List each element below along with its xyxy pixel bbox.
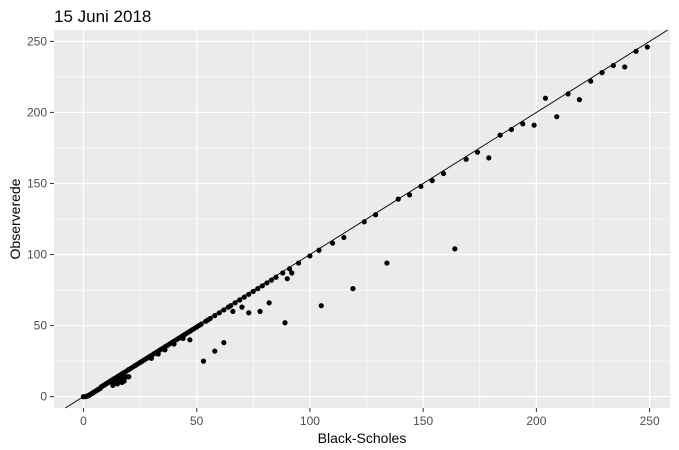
data-point	[259, 283, 265, 289]
data-point	[542, 95, 549, 101]
data-point	[329, 240, 336, 246]
chart-title: 15 Juni 2018	[54, 7, 151, 26]
data-point	[644, 44, 650, 50]
data-point	[286, 266, 293, 272]
data-point	[110, 382, 116, 388]
y-tick-label: 250	[27, 34, 47, 48]
data-point	[230, 308, 236, 314]
data-point	[207, 315, 213, 322]
data-point	[216, 310, 222, 316]
data-point	[429, 178, 435, 184]
y-tick-label: 0	[40, 390, 47, 404]
data-point	[200, 358, 207, 364]
data-point	[221, 307, 227, 313]
data-point	[599, 70, 605, 76]
y-axis-ticks: 0 50 100 150 200 250	[27, 34, 54, 404]
x-tick-label: 0	[80, 414, 87, 428]
data-point	[440, 170, 447, 177]
x-axis-ticks: 0 50 100 150 200 250	[80, 408, 660, 428]
data-point	[384, 260, 390, 266]
data-point	[250, 288, 256, 295]
data-point	[372, 212, 379, 218]
data-point	[268, 277, 275, 283]
x-tick-label: 150	[413, 414, 433, 428]
data-point	[633, 48, 639, 54]
data-point	[452, 246, 458, 252]
data-point	[520, 121, 526, 127]
x-tick-label: 250	[640, 414, 660, 428]
data-point	[418, 183, 424, 189]
data-point	[361, 219, 367, 225]
data-point	[341, 234, 347, 241]
data-point	[474, 149, 481, 155]
data-point	[554, 114, 560, 120]
y-tick-label: 200	[27, 105, 47, 119]
data-point	[588, 78, 594, 84]
major-grid	[54, 30, 670, 408]
data-point	[316, 247, 322, 253]
data-point	[531, 122, 537, 128]
data-point	[282, 320, 288, 326]
data-point	[280, 270, 286, 276]
x-tick-label: 100	[300, 414, 320, 428]
data-points	[80, 44, 650, 400]
data-point	[212, 348, 218, 354]
data-point	[565, 91, 571, 97]
data-point	[307, 253, 313, 259]
y-axis-label: Observerede	[7, 178, 23, 259]
data-point	[257, 308, 263, 314]
data-point	[162, 347, 168, 353]
data-point	[622, 64, 628, 70]
data-point	[395, 196, 401, 202]
data-point	[232, 300, 238, 306]
x-axis-label: Black-Scholes	[318, 430, 407, 446]
data-point	[318, 303, 324, 309]
data-point	[508, 126, 515, 133]
y-tick-label: 100	[27, 248, 47, 262]
data-point	[148, 355, 154, 361]
data-point	[237, 297, 243, 303]
data-point	[171, 341, 177, 347]
data-point	[198, 321, 204, 327]
data-point	[228, 303, 234, 309]
y-tick-label: 50	[34, 319, 48, 333]
data-point	[463, 156, 469, 162]
data-point	[486, 155, 492, 161]
data-point	[180, 335, 186, 341]
data-point	[295, 260, 302, 266]
data-point	[187, 337, 193, 343]
x-tick-label: 50	[190, 414, 204, 428]
data-point	[121, 378, 127, 384]
data-point	[246, 291, 252, 297]
data-point	[264, 280, 270, 286]
data-point	[126, 374, 132, 380]
data-point	[155, 351, 161, 357]
data-point	[406, 192, 413, 198]
data-point	[246, 310, 252, 316]
x-tick-label: 200	[526, 414, 546, 428]
data-point	[497, 132, 503, 138]
data-point	[284, 276, 290, 282]
data-point	[289, 270, 295, 276]
data-point	[266, 300, 272, 306]
data-point	[221, 340, 227, 346]
data-point	[114, 381, 121, 387]
data-point	[610, 62, 616, 69]
data-point	[350, 286, 356, 292]
y-tick-label: 150	[27, 176, 47, 190]
data-point	[576, 97, 583, 103]
data-point	[273, 274, 279, 280]
data-point	[239, 304, 245, 310]
data-point	[241, 294, 247, 300]
data-point	[255, 286, 261, 292]
data-point	[212, 313, 218, 319]
